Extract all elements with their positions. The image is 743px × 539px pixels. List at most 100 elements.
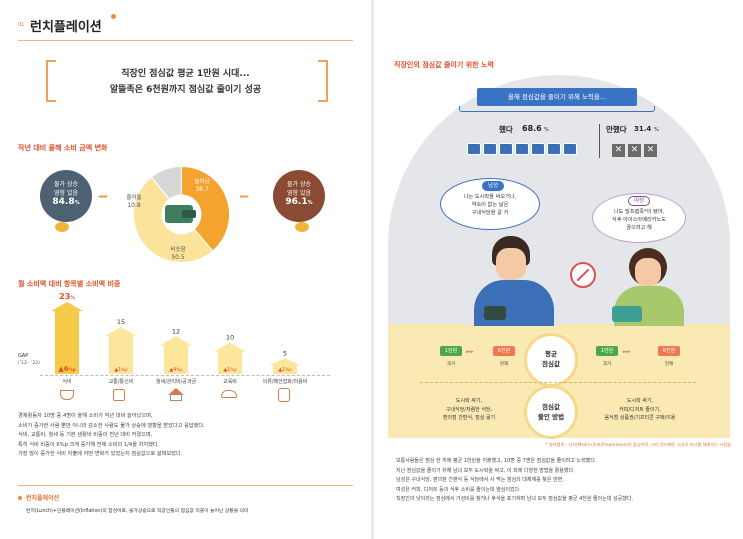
page-title: 런치플레이션 bbox=[30, 20, 102, 35]
female-quote: 나도 밀프렙족*이 됐어, 식후 아이스아메리카노도 끊으려고 해 bbox=[592, 208, 686, 232]
female-quote-line: 나도 밀프렙족*이 됐어, bbox=[613, 209, 665, 215]
right-method: 도시락 싸기, bbox=[626, 398, 654, 404]
slice-value-same: 50.5 bbox=[171, 254, 185, 261]
did-unit: % bbox=[544, 127, 549, 133]
slice-value-decrease: 10.8 bbox=[127, 202, 141, 209]
didnt-icons-row: ✕ ✕ ✕ bbox=[612, 144, 657, 157]
wallet-clasp-icon bbox=[182, 210, 196, 218]
baseline bbox=[40, 375, 330, 376]
bubble-left-unit: % bbox=[74, 200, 80, 206]
house-icon bbox=[168, 388, 184, 395]
bar-category-label: 월세/관리비/공과금 bbox=[156, 378, 197, 385]
right-page: 직장인의 점심값 줄이기 위한 노력 올해 점심값을 줄이기 위해 노력을...… bbox=[374, 0, 743, 539]
bar-value-label: 15 bbox=[117, 318, 125, 326]
bubble-left: 물가 상승 영향 있음 84.8% bbox=[40, 170, 92, 222]
coins-icon bbox=[55, 222, 69, 232]
did-label: 했다 bbox=[499, 125, 513, 134]
slice-label-decrease: 줄어듦 bbox=[126, 193, 141, 201]
card-icon bbox=[499, 143, 513, 155]
gap-value: ▲6%p bbox=[58, 365, 75, 373]
woman-face bbox=[635, 258, 661, 286]
bar bbox=[160, 336, 192, 374]
female-quote-line: 식후 아이스아메리카노도 bbox=[611, 217, 667, 223]
bar-value-label: 23% bbox=[59, 292, 75, 301]
left-bracket bbox=[46, 60, 56, 102]
plate-bottom bbox=[524, 385, 578, 439]
right-paragraph-line: 직장인의 낮이라는 점심에서 가성비를 찾거나 후식을 포기하며 남녀 모두 점… bbox=[396, 496, 634, 502]
headline-1: 직장인 점심값 평균 1만원 시대... bbox=[121, 69, 250, 79]
bar bbox=[51, 302, 83, 374]
card-icon bbox=[483, 143, 497, 155]
coins-icon-right bbox=[295, 222, 309, 232]
left-paragraph-line: 경제활동자 10명 중 4명이 올해 소비가 작년 대비 늘어났으며, bbox=[18, 413, 153, 419]
shirt-icon bbox=[278, 388, 290, 402]
card-icon bbox=[547, 143, 561, 155]
section1-title: 작년 대비 올해 소비 금액 변화 bbox=[18, 144, 108, 152]
gap-value: ▲1%p bbox=[278, 367, 292, 373]
food-icon bbox=[60, 390, 74, 400]
footnote-text: 런치(Lunch)+인플레이션(Inflation)의 합성어로, 물가상승으로… bbox=[26, 509, 249, 514]
bar bbox=[214, 342, 246, 374]
right-paragraph-line: 여성은 커피, 디저트 등의 식후 소비를 줄이는데 열심이었다. bbox=[396, 486, 521, 493]
bus-icon bbox=[113, 389, 125, 401]
donut-chart: 늘어남 38.7 줄어듦 10.8 비슷함 50.5 bbox=[126, 165, 230, 263]
card-icon bbox=[467, 143, 481, 155]
right-past-label: 과거 bbox=[602, 362, 612, 367]
female-tag: 여성 bbox=[628, 196, 650, 206]
left-method: 편의점 간편식, 점심 굶기 bbox=[442, 415, 496, 421]
right-paragraph-line: 보통사람들은 점심 한 끼에 평균 1만원을 지출했고, 10명 중 7명은 점… bbox=[396, 458, 597, 464]
left-past-price: 1만원 bbox=[440, 346, 462, 356]
arrows-left-icon: ◂◂◂◂ bbox=[98, 193, 107, 200]
center-top-line2: 점심값 bbox=[542, 360, 560, 368]
left-arrow-icon: ▸▸▸ bbox=[466, 349, 474, 355]
footnote-divider bbox=[18, 485, 353, 486]
bar-value-label: 12 bbox=[172, 327, 180, 335]
card-icon bbox=[563, 143, 577, 155]
card-icon bbox=[515, 143, 529, 155]
did-value: 68.6 bbox=[522, 124, 542, 133]
bar-category-label: 교육비 bbox=[223, 378, 237, 385]
bar bbox=[269, 358, 301, 374]
x-mark-icon: ✕ bbox=[628, 144, 641, 157]
footnote-dot-icon bbox=[18, 496, 22, 500]
section2-title: 월 소비액 대비 항목별 소비액 비중 bbox=[18, 280, 121, 288]
banner-bracket bbox=[459, 106, 655, 112]
title-divider bbox=[18, 40, 353, 41]
split-line bbox=[599, 124, 600, 158]
bubble-right-unit: % bbox=[307, 200, 313, 206]
meal-prep-footnote: * 밀프렙족 : 식사(Meal)+준비(Preparation)의 합성어로,… bbox=[545, 442, 731, 447]
title-dot-icon bbox=[111, 14, 116, 19]
bubble-right: 물가 상승 영향 있음 96.1% bbox=[273, 170, 325, 222]
right-paragraph-line: 남성은 구내식당, 편의점 간편식 등 식당에서 사 먹는 점심의 대체재를 찾… bbox=[396, 477, 564, 483]
left-method: 구내식당/저렴한 식당, bbox=[445, 406, 493, 413]
bar-chart: 23% ▲6%p 식비 15 ▲1%p 교통/통신비 12 ▲4%p 월세/관리비/공과금 10 ▲… bbox=[51, 292, 307, 385]
center-bottom-line1: 점심값 bbox=[542, 403, 560, 411]
male-quote-line: 나는 도시락을 싸오거나, bbox=[463, 194, 517, 200]
left-page: 01 런치플레이션 직장인 점심값 평균 1만원 시대... 알뜰족은 6천원까… bbox=[0, 0, 371, 539]
footnote-title: 런치플레이션 bbox=[26, 495, 60, 502]
bar bbox=[105, 327, 137, 374]
left-past-label: 과거 bbox=[446, 362, 456, 367]
house-body-icon bbox=[170, 395, 182, 401]
right-paragraph: 보통사람들은 점심 한 끼에 평균 1만원을 지출했고, 10명 중 7명은 점… bbox=[396, 457, 736, 505]
male-quote: 나는 도시락을 싸오거나, 약속이 없는 날은 구내식당을 갈 거 bbox=[440, 193, 540, 217]
right-method: 커피/디저트 줄이기, bbox=[619, 406, 661, 413]
x-mark-icon: ✕ bbox=[612, 144, 625, 157]
right-paragraph-line: 지난 점심값을 줄이기 위해 남녀 모두 도시락을 싸고, 이 외에 다양한 방… bbox=[396, 467, 575, 474]
did-icons-row bbox=[467, 143, 577, 155]
gap-label: GAP bbox=[18, 353, 29, 359]
didnt-label: 안했다 bbox=[606, 125, 627, 134]
gap-value: ▲4%p bbox=[169, 367, 183, 373]
bubble-right-value: 96.1 bbox=[285, 197, 308, 207]
bar-value-label: 5 bbox=[283, 349, 287, 357]
center-top-line1: 평균 bbox=[545, 350, 557, 358]
x-mark-icon: ✕ bbox=[644, 144, 657, 157]
bubble-left-line2: 영향 있음 bbox=[54, 190, 78, 197]
left-paragraph-line: 특히 식비 비중이 6%p 크게 증가해 전체 소비의 1/4을 차지했다. bbox=[18, 441, 160, 448]
slice-increase bbox=[181, 165, 230, 252]
slice-value-increase: 38.7 bbox=[195, 186, 209, 193]
left-now-label: 현재 bbox=[499, 362, 509, 367]
arrows-right-icon: ▸▸▸▸ bbox=[240, 193, 249, 200]
didnt-value: 31.4 bbox=[634, 125, 652, 133]
left-paragraph: 경제활동자 10명 중 4명이 올해 소비가 작년 대비 늘어났으며, 소비가 … bbox=[18, 412, 358, 460]
